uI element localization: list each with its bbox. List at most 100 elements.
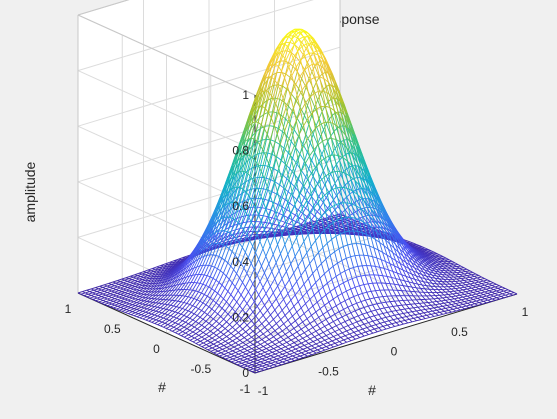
mesh-segment [362, 215, 366, 218]
mesh-segment [346, 217, 352, 223]
mesh-segment [292, 147, 297, 159]
mesh-segment [311, 151, 316, 161]
mesh-segment [281, 222, 286, 227]
mesh-segment [273, 218, 277, 225]
mesh-segment [289, 158, 294, 169]
mesh-segment [333, 230, 338, 233]
mesh-segment [281, 163, 286, 175]
x-axis-line [254, 293, 518, 374]
mesh-segment [252, 198, 257, 208]
mesh-segment [298, 179, 304, 186]
mesh-segment [276, 156, 282, 161]
mesh-segment [314, 215, 320, 220]
mesh-segment [254, 207, 258, 216]
mesh-segment [245, 207, 250, 216]
mesh-segment [340, 199, 345, 204]
mesh-segment [314, 228, 319, 232]
mesh-segment [273, 223, 278, 226]
mesh-segment [319, 202, 324, 208]
mesh-segment [449, 290, 455, 293]
mesh-segment [330, 199, 334, 205]
mesh-segment [344, 206, 349, 211]
mesh-segment [344, 184, 351, 195]
mesh-segment [331, 225, 336, 229]
mesh-segment [308, 196, 312, 203]
mesh-segment [251, 214, 255, 222]
mesh-segment [293, 225, 299, 228]
mesh-segment [309, 176, 314, 184]
mesh-segment [441, 299, 446, 302]
mesh-segment [282, 206, 287, 211]
grid-line-z-right [77, 46, 341, 127]
mesh-segment [266, 208, 271, 211]
mesh-segment [312, 133, 318, 145]
mesh-segment [263, 215, 268, 218]
y-axis-line [77, 292, 256, 374]
mesh-segment [264, 189, 269, 200]
mesh-segment [261, 199, 266, 208]
mesh-segment [240, 227, 245, 233]
mesh-segment [337, 217, 342, 220]
mesh-segment [351, 203, 356, 219]
mesh-segment [294, 226, 299, 231]
mesh-segment [321, 228, 327, 232]
mesh-segment [336, 163, 342, 176]
mesh-segment [300, 161, 305, 171]
mesh-segment [296, 199, 302, 205]
mesh-segment [349, 227, 353, 230]
mesh-segment [290, 173, 295, 184]
mesh-segment [306, 142, 311, 153]
mesh-segment [350, 179, 356, 191]
mesh-segment [265, 166, 270, 179]
mesh-segment [334, 225, 340, 230]
mesh-segment [257, 206, 262, 209]
mesh-segment [362, 216, 368, 223]
mesh-segment [289, 195, 293, 204]
mesh-segment [324, 211, 330, 217]
mesh-segment [295, 187, 301, 193]
mesh-segment [317, 176, 321, 184]
mesh-segment [229, 234, 233, 240]
mesh-segment [378, 231, 384, 236]
mesh-segment [292, 214, 296, 221]
mesh-segment [327, 141, 333, 154]
mesh-segment [347, 223, 353, 228]
mesh-segment [292, 231, 297, 233]
mesh-segment [309, 207, 314, 213]
mesh-segment [223, 232, 228, 239]
mesh-segment [343, 199, 349, 208]
mesh-segment [263, 188, 268, 191]
grid-line-z-left [77, 70, 256, 152]
mesh-segment [308, 202, 314, 208]
mesh-segment [319, 206, 325, 213]
mesh-segment [324, 225, 328, 228]
mesh-segment [365, 198, 371, 208]
mesh-segment [330, 203, 336, 211]
box-edge [77, 14, 256, 96]
mesh-segment [280, 148, 285, 161]
mesh-segment [312, 222, 317, 226]
mesh-segment [292, 157, 298, 165]
mesh-segment [340, 171, 345, 176]
mesh-segment [283, 229, 289, 232]
mesh-segment [261, 222, 266, 228]
mesh-segment [311, 219, 317, 223]
mesh-segment [305, 176, 311, 184]
mesh-segment [442, 296, 447, 299]
mesh-segment [374, 226, 380, 232]
mesh-segment [314, 211, 318, 217]
mesh-segment [238, 216, 242, 224]
mesh-segment [242, 215, 247, 223]
mesh-segment [278, 226, 283, 230]
mesh-segment [329, 154, 335, 157]
mesh-segment [334, 178, 339, 184]
mesh-segment [274, 181, 280, 186]
mesh-segment [258, 214, 264, 217]
mesh-segment [284, 191, 289, 200]
mesh-segment [282, 225, 287, 228]
mesh-segment [280, 220, 286, 223]
mesh-segment [324, 207, 328, 213]
mesh-segment [314, 227, 318, 230]
mesh-segment [271, 191, 277, 195]
